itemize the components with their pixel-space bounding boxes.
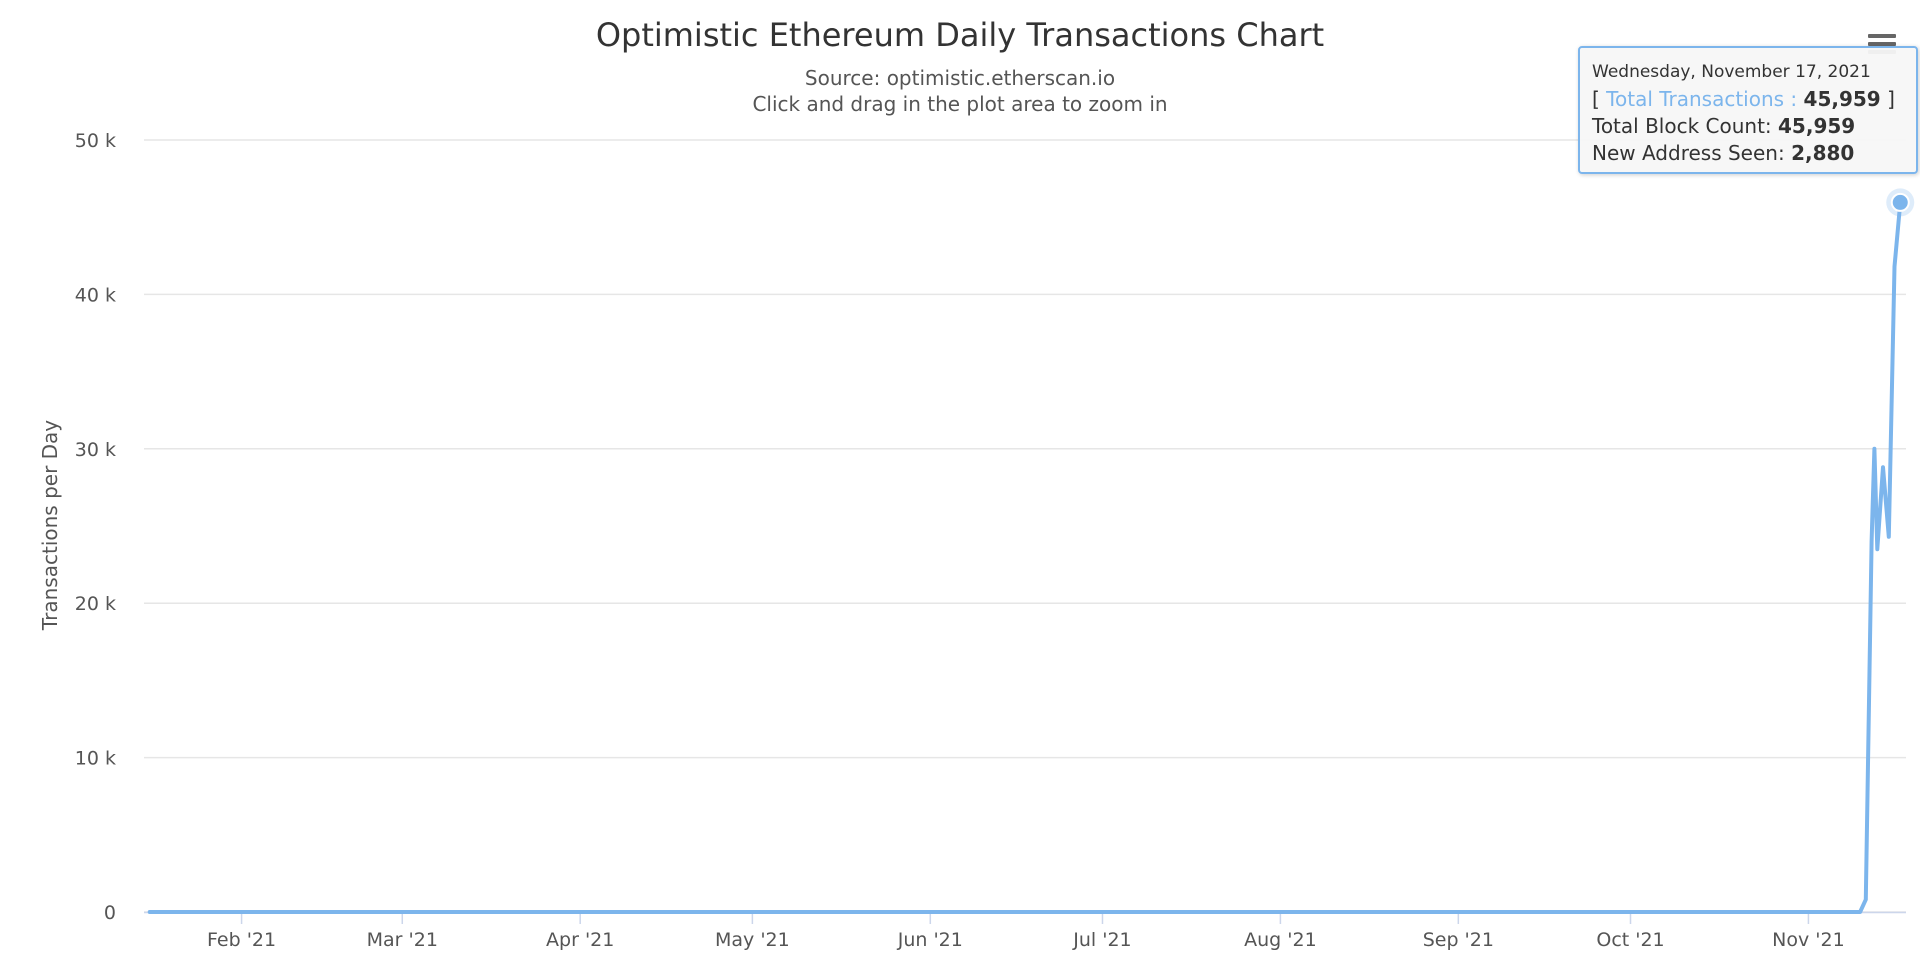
x-tick-label: May '21: [715, 929, 790, 951]
y-tick-label: 50 k: [75, 130, 116, 152]
y-axis-label: Transactions per Day: [38, 420, 62, 631]
x-axis-ticks: Feb '21 Mar '21 Apr '21 May '21 Jun '21 Jul '…: [207, 912, 1845, 951]
chart-subtitle-source: Source: optimistic.etherscan.io: [804, 66, 1116, 90]
x-tick-label: Sep '21: [1423, 929, 1494, 951]
tooltip-block-label: Total Block Count:: [1592, 114, 1772, 138]
chart-title: Optimistic Ethereum Daily Transactions C…: [595, 16, 1325, 54]
x-tick-label: Nov '21: [1772, 929, 1845, 951]
x-tick-label: Jul '21: [1072, 929, 1131, 951]
tooltip-bracket-close: ]: [1887, 87, 1895, 111]
tooltip-block-value: 45,959: [1778, 114, 1856, 138]
tooltip-address-value: 2,880: [1791, 141, 1855, 165]
x-tick-label: Jun '21: [897, 929, 963, 951]
x-tick-label: Mar '21: [367, 929, 438, 951]
y-tick-label: 40 k: [75, 284, 116, 306]
x-tick-label: Aug '21: [1244, 929, 1317, 951]
x-tick-label: Feb '21: [207, 929, 276, 951]
x-tick-label: Oct '21: [1596, 929, 1664, 951]
y-tick-label: 10 k: [75, 748, 116, 770]
y-axis-ticks: 0 10 k 20 k 30 k 40 k 50 k: [75, 130, 116, 924]
tooltip-date: Wednesday, November 17, 2021: [1592, 62, 1871, 82]
tooltip: Wednesday, November 17, 2021 [ Total Tra…: [1578, 46, 1918, 174]
menu-bar: [1868, 34, 1896, 38]
tooltip-address-label: New Address Seen:: [1592, 141, 1785, 165]
series-line: [147, 200, 1903, 914]
tooltip-series-label: Total Transactions :: [1606, 87, 1798, 111]
tooltip-series-value: 45,959: [1803, 87, 1881, 111]
series-layer: [147, 188, 1915, 914]
chart-subtitle-hint: Click and drag in the plot area to zoom …: [752, 92, 1168, 116]
tooltip-bracket-open: [: [1592, 87, 1600, 111]
menu-bar: [1868, 42, 1896, 46]
y-tick-label: 0: [104, 902, 116, 924]
y-tick-label: 20 k: [75, 593, 116, 615]
x-tick-label: Apr '21: [546, 929, 614, 951]
y-tick-label: 30 k: [75, 439, 116, 461]
hover-marker: [1890, 192, 1910, 212]
grid-lines: [144, 139, 1906, 914]
